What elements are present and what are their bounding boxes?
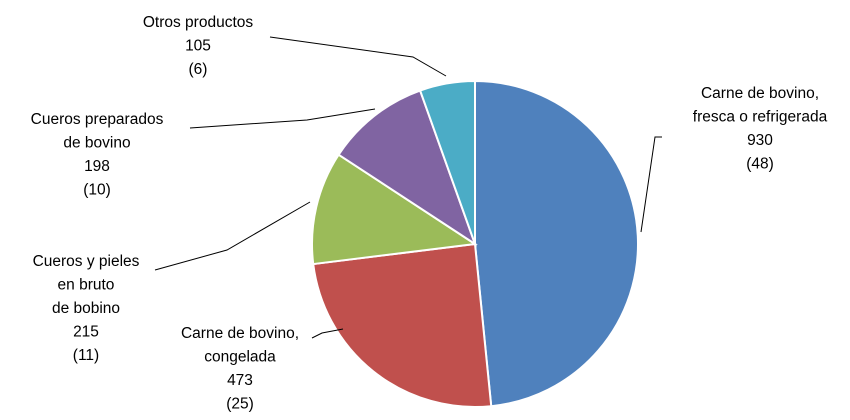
slice-label-value: 215 [73, 324, 99, 341]
slice-label-name: congelada [204, 349, 276, 366]
slice-label-name: en bruto [58, 277, 115, 294]
leader-line-otros-productos [269, 36, 447, 77]
leader-lines [154, 36, 662, 339]
slice-label-0: Carne de bovino, fresca o refrigerada 930 (… [693, 85, 828, 173]
slice-label-1: Carne de bovino, congelada 473 (25) [181, 325, 299, 413]
slice-label-3: Cueros preparados de bovino 198 (10) [31, 111, 164, 199]
slice-label-percent: (6) [189, 61, 208, 78]
slice-label-name: Otros productos [143, 14, 254, 31]
leader-line-fresca [640, 136, 662, 233]
slice-label-value: 105 [185, 38, 211, 55]
slice-label-value: 473 [227, 372, 253, 389]
slice-label-name: Carne de bovino, [181, 325, 299, 342]
slice-label-percent: (11) [73, 347, 99, 364]
slice-label-name: fresca o refrigerada [693, 109, 828, 126]
slice-label-2: Cueros y pieles en bruto de bobino 215 (11) [33, 253, 140, 364]
slice-label-value: 930 [747, 132, 773, 149]
slice-label-name: Cueros y pieles [33, 253, 140, 270]
slice-label-percent: (25) [226, 396, 254, 413]
slice-label-percent: (48) [746, 156, 774, 173]
pie-slice-0 [474, 79, 639, 408]
pie-slice-3 [337, 89, 477, 247]
slice-label-name: de bobino [52, 300, 120, 317]
leader-line-congelada [311, 328, 344, 339]
slice-label-name: Cueros preparados [31, 111, 164, 128]
slice-label-4: Otros productos 105 (6) [143, 14, 254, 78]
pie-slice-1 [312, 242, 493, 408]
pie-slice-4 [418, 79, 476, 245]
slice-label-name: de bovino [63, 135, 130, 152]
slice-label-name: Carne de bovino, [701, 85, 819, 102]
leader-line-cueros-pieles [154, 201, 311, 271]
pie-slices [311, 79, 639, 408]
slice-labels: Carne de bovino, fresca o refrigerada 930 (… [31, 14, 828, 413]
slice-label-value: 198 [84, 158, 110, 175]
slice-label-percent: (10) [83, 182, 111, 199]
leader-line-cueros-preparados [189, 108, 376, 129]
pie-slice-2 [311, 153, 478, 266]
